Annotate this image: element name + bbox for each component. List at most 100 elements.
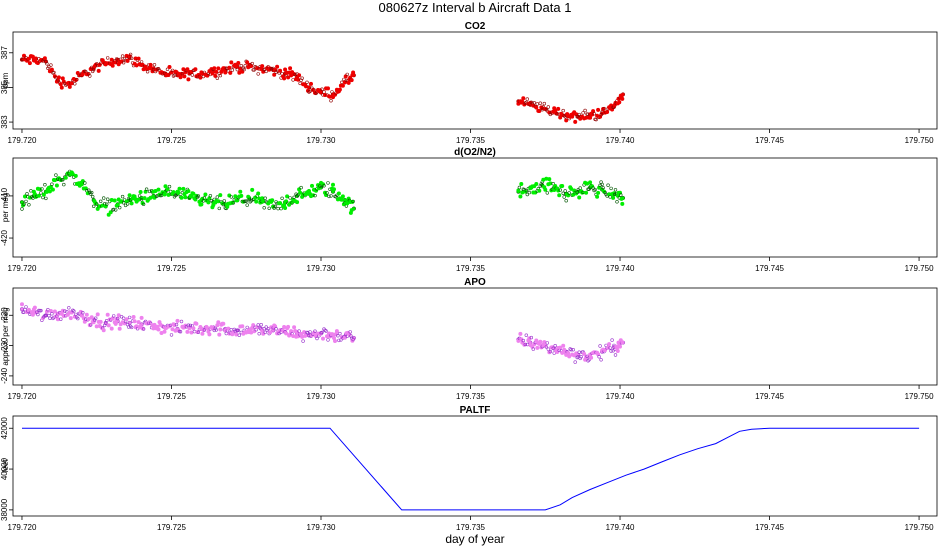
data-point xyxy=(587,358,591,362)
x-tick-label: 179.740 xyxy=(606,392,635,401)
data-point xyxy=(578,186,582,190)
data-point xyxy=(47,189,52,194)
data-point xyxy=(325,191,329,195)
data-point xyxy=(338,331,342,336)
data-point xyxy=(193,197,198,202)
data-point xyxy=(292,195,296,200)
data-point xyxy=(596,190,601,195)
data-point xyxy=(61,178,65,182)
data-point xyxy=(59,85,64,90)
data-point xyxy=(117,205,122,210)
y-tick-label: -410 xyxy=(0,187,9,204)
data-point xyxy=(148,321,153,325)
data-point xyxy=(297,73,302,78)
data-point xyxy=(106,212,111,217)
x-tick-label: 179.750 xyxy=(905,392,934,401)
data-point xyxy=(105,312,110,317)
data-point xyxy=(101,196,106,200)
x-axis-label: day of year xyxy=(445,532,504,546)
data-point xyxy=(534,338,539,343)
x-tick-label: 179.735 xyxy=(456,392,485,401)
data-point xyxy=(208,194,213,198)
data-point xyxy=(313,329,317,333)
data-point xyxy=(351,337,355,342)
data-point xyxy=(216,320,221,325)
data-point xyxy=(543,187,548,192)
data-point xyxy=(62,182,66,187)
data-point xyxy=(270,198,275,203)
data-point xyxy=(50,182,54,186)
data-point xyxy=(525,342,529,347)
data-point xyxy=(256,72,260,76)
data-point xyxy=(558,115,563,120)
data-point xyxy=(138,190,143,195)
data-point xyxy=(172,323,177,328)
data-point xyxy=(533,190,538,195)
data-point xyxy=(258,326,262,330)
data-point xyxy=(218,73,223,78)
data-point xyxy=(343,74,348,79)
data-point xyxy=(91,204,96,209)
data-point xyxy=(58,82,63,87)
data-point xyxy=(183,195,188,200)
data-point xyxy=(127,320,132,325)
data-point xyxy=(320,330,324,335)
data-point xyxy=(171,190,176,195)
data-point xyxy=(329,98,333,103)
data-point xyxy=(167,184,172,189)
x-tick-label: 179.735 xyxy=(456,523,485,532)
data-point xyxy=(152,63,157,67)
data-point xyxy=(110,63,115,68)
data-point xyxy=(582,351,587,356)
data-point xyxy=(136,56,141,61)
data-point xyxy=(581,111,585,115)
data-point xyxy=(320,87,324,91)
data-point xyxy=(546,347,550,351)
data-point xyxy=(322,184,326,188)
data-point xyxy=(264,325,268,329)
y-tick-label: -230 xyxy=(0,337,9,354)
data-point xyxy=(535,345,540,350)
data-point xyxy=(561,343,566,348)
data-point xyxy=(26,56,31,61)
plot-frame-o2n2 xyxy=(12,157,938,258)
data-point xyxy=(596,107,601,112)
data-point xyxy=(128,52,133,57)
data-point xyxy=(516,188,521,193)
data-point xyxy=(276,206,280,211)
data-point xyxy=(245,203,249,207)
data-point xyxy=(620,201,625,206)
data-point xyxy=(254,199,259,204)
data-point xyxy=(121,201,126,205)
data-point xyxy=(29,189,33,193)
x-tick-label: 179.730 xyxy=(307,523,336,532)
x-tick-label: 179.750 xyxy=(905,264,934,273)
data-point xyxy=(523,342,527,347)
data-point xyxy=(119,199,124,204)
data-point xyxy=(340,83,345,88)
data-point xyxy=(104,319,109,323)
data-point xyxy=(524,188,528,193)
data-point xyxy=(203,192,208,197)
data-point xyxy=(191,326,196,331)
panel-title-paltf: PALTF xyxy=(460,405,491,416)
data-point xyxy=(259,323,263,327)
data-point xyxy=(562,195,566,199)
data-point xyxy=(76,316,80,321)
data-point xyxy=(121,60,126,65)
data-point xyxy=(114,57,119,61)
data-point xyxy=(592,111,596,116)
data-point xyxy=(39,308,43,313)
data-point xyxy=(342,80,347,85)
data-point xyxy=(279,206,283,211)
data-point xyxy=(73,173,78,178)
data-point xyxy=(227,65,232,70)
panel-title-apo: APO xyxy=(464,277,486,288)
data-point xyxy=(589,355,594,360)
data-point xyxy=(609,349,613,353)
data-point xyxy=(47,64,51,69)
data-point xyxy=(214,328,219,332)
x-tick-label: 179.730 xyxy=(307,136,336,145)
data-point xyxy=(97,62,102,67)
data-point xyxy=(548,181,553,186)
